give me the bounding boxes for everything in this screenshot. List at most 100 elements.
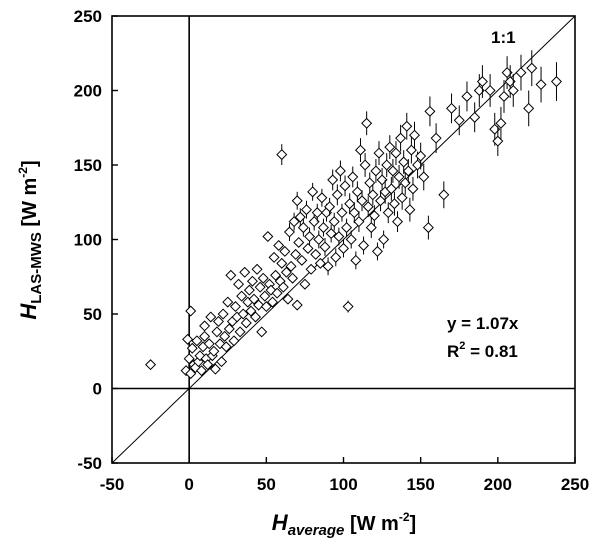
data-point (216, 356, 228, 368)
data-point (245, 305, 257, 317)
data-point (390, 147, 402, 159)
data-point (257, 272, 269, 284)
data-point (393, 171, 405, 183)
data-point (180, 365, 192, 377)
data-point (402, 165, 414, 177)
data-point (367, 189, 379, 201)
data-point (270, 269, 282, 281)
data-point (208, 345, 220, 357)
data-point (271, 287, 283, 299)
data-point (313, 233, 325, 246)
data-point (196, 365, 208, 377)
data-point (223, 323, 235, 335)
data-point (351, 186, 363, 198)
data-point (294, 211, 306, 223)
x-tick-label: 50 (257, 475, 276, 494)
data-point (233, 278, 245, 290)
data-point (446, 102, 458, 114)
y-tick-label: 200 (74, 82, 102, 101)
data-point (217, 308, 229, 320)
data-point (373, 147, 385, 159)
y-tick-label: -50 (77, 454, 102, 473)
one-to-one-label: 1:1 (491, 28, 516, 47)
y-axis-ticks: -50 0 50 100 150 200 250 (74, 7, 118, 473)
data-point (220, 341, 232, 353)
data-point (325, 228, 337, 240)
data-point (243, 284, 255, 296)
data-point (287, 272, 299, 284)
data-point (266, 296, 279, 308)
data-point (344, 198, 356, 210)
data-point (430, 132, 442, 144)
x-axis-unit-open: [W m (344, 513, 398, 535)
data-point (415, 150, 427, 162)
data-point (285, 260, 297, 272)
data-point (370, 165, 382, 177)
x-tick-label: 0 (184, 475, 193, 494)
data-point (375, 195, 387, 207)
x-axis-sub: average (288, 522, 345, 539)
data-point (279, 245, 291, 257)
data-point (371, 245, 383, 257)
data-point (319, 241, 331, 253)
data-point (262, 231, 274, 243)
data-point (299, 278, 311, 290)
data-point (368, 210, 380, 222)
data-point (424, 105, 436, 117)
data-point (311, 207, 323, 219)
data-point (236, 290, 248, 302)
data-point (302, 242, 314, 254)
y-tick-label: 0 (93, 380, 102, 399)
data-point (268, 251, 280, 263)
data-point (354, 144, 366, 156)
data-point (418, 171, 430, 183)
y-tick-label: 250 (74, 7, 102, 26)
data-point (254, 281, 266, 293)
y-axis-sub: LAS-MWS (28, 232, 45, 304)
data-point (550, 76, 562, 88)
r-squared-label: R2 = 0.81 (447, 340, 518, 361)
y-tick-label: 50 (83, 305, 102, 324)
data-point (404, 204, 416, 216)
data-point (277, 281, 289, 293)
data-point (327, 174, 339, 186)
data-point (290, 248, 302, 260)
data-point (342, 301, 354, 313)
data-point (408, 129, 421, 141)
r-squared-sup: 2 (459, 340, 465, 352)
data-point (205, 311, 217, 323)
data-point (398, 156, 410, 168)
data-point (395, 132, 407, 144)
data-point (307, 186, 319, 198)
data-point (273, 239, 285, 251)
data-point (212, 315, 224, 327)
data-point (182, 333, 194, 345)
data-point (384, 141, 396, 153)
data-point (225, 269, 237, 281)
data-point (330, 251, 342, 263)
data-point (422, 222, 434, 234)
data-point (382, 207, 394, 219)
data-point (145, 359, 157, 371)
data-point (523, 102, 535, 114)
data-point (362, 201, 374, 213)
y-axis-unit-open: [W m (19, 178, 41, 232)
data-point (407, 183, 419, 195)
data-point (280, 266, 292, 278)
data-point (476, 76, 488, 88)
data-point (185, 368, 197, 380)
data-point (211, 326, 223, 338)
data-point (341, 222, 353, 234)
x-tick-label: 250 (561, 475, 589, 494)
x-tick-label: -50 (100, 475, 125, 494)
data-point (288, 216, 300, 228)
data-point (203, 338, 215, 350)
data-point (234, 326, 246, 338)
data-point (388, 198, 400, 210)
data-point (237, 308, 249, 320)
data-point (228, 335, 240, 347)
data-point (219, 330, 231, 342)
data-point (317, 222, 329, 234)
data-point (209, 363, 221, 375)
